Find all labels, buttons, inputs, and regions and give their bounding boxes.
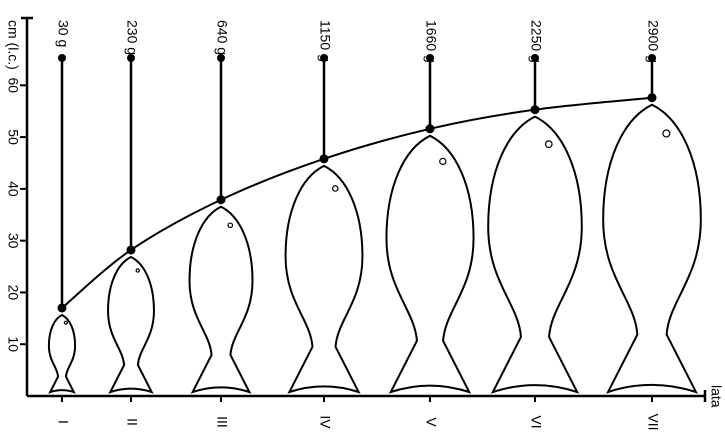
x-tick-label: I (55, 420, 71, 424)
y-tick-label: 10 (5, 336, 21, 352)
fish-eye (662, 129, 671, 138)
x-tick-label: II (124, 418, 140, 426)
fish (284, 164, 364, 394)
fish (602, 103, 702, 394)
weight-dot (320, 54, 328, 62)
point (57, 303, 67, 313)
weight-dot (127, 54, 135, 62)
x-tick-label: III (214, 416, 230, 428)
fish-eye (331, 185, 339, 192)
growth-curve (61, 96, 653, 309)
y-axis-label: cm (l.c.) (5, 20, 21, 70)
weight-dot (648, 54, 656, 62)
y-tick-label: 20 (5, 285, 21, 301)
point (216, 195, 226, 205)
weight-label: 2900 g (645, 20, 661, 63)
point (319, 154, 329, 164)
fish (107, 255, 155, 394)
point (126, 245, 136, 255)
fish-eye (439, 157, 447, 166)
fish (487, 115, 583, 394)
weight-dot (426, 54, 434, 62)
y-tick-label: 60 (5, 78, 21, 94)
weight-label: 2250 g (528, 20, 544, 63)
fish (385, 134, 475, 394)
weight-label: 640 g (214, 20, 230, 55)
point (425, 124, 435, 134)
x-tick-label: VI (528, 415, 544, 428)
fish-eye (63, 320, 68, 325)
weight-label: 230 g (124, 20, 140, 55)
x-tick-label: IV (317, 415, 333, 429)
x-axis-label: lata (708, 385, 724, 408)
point (530, 105, 540, 115)
fish-eye (227, 222, 234, 229)
weight-dot (531, 54, 539, 62)
fish-eye (135, 268, 140, 273)
point (647, 93, 657, 103)
fish-eye (544, 140, 553, 149)
y-tick-label: 50 (5, 129, 21, 145)
weight-dot (58, 54, 66, 62)
weight-dot (217, 54, 225, 62)
fish (47, 313, 77, 394)
x-tick-label: VII (645, 413, 661, 430)
fish (188, 205, 254, 394)
y-tick-label: 30 (5, 233, 21, 249)
y-tick-label: 40 (5, 181, 21, 197)
weight-label: 1150 g (317, 20, 333, 62)
weight-label: 30 g (55, 20, 71, 47)
weight-label: 1660 g (423, 20, 439, 63)
x-tick-label: V (423, 417, 439, 427)
